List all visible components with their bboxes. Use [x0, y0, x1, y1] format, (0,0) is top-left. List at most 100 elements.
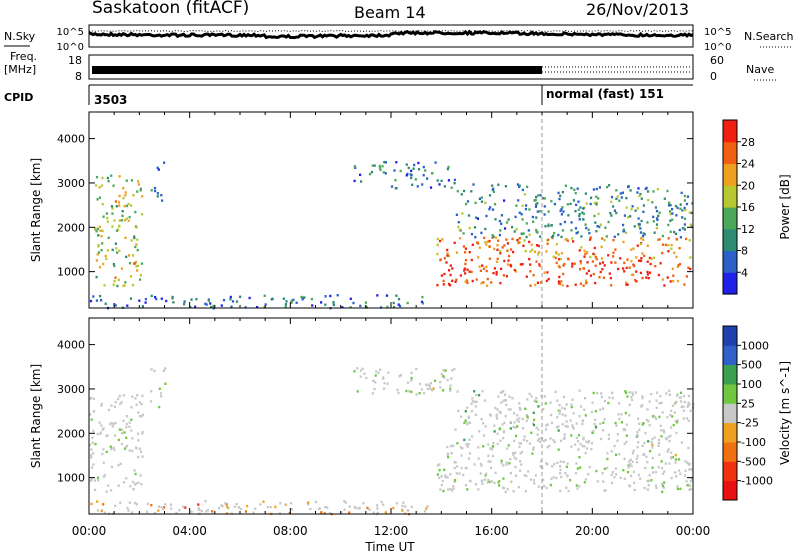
scatter-cell — [284, 303, 287, 306]
scatter-cell — [584, 223, 587, 226]
scatter-cell — [592, 429, 595, 433]
scatter-cell — [520, 213, 523, 216]
scatter-cell — [421, 302, 425, 305]
scatter-cell — [493, 424, 496, 427]
nsky-tick-bottom-right: 10^0 — [704, 42, 731, 53]
scatter-cell — [92, 410, 95, 413]
scatter-cell — [683, 206, 686, 210]
scatter-cell — [182, 505, 185, 508]
scatter-cell — [473, 463, 476, 466]
scatter-cell — [666, 416, 669, 419]
scatter-cell — [668, 439, 671, 443]
scatter-cell — [499, 281, 502, 285]
scatter-cell — [156, 192, 159, 195]
scatter-cell — [665, 438, 668, 441]
scatter-cell — [540, 281, 543, 284]
scatter-cell — [197, 503, 200, 506]
scatter-cell — [667, 244, 670, 247]
scatter-cell — [583, 445, 586, 448]
scatter-cell — [685, 417, 689, 420]
scatter-cell — [643, 441, 646, 445]
scatter-cell — [560, 235, 563, 239]
scatter-cell — [381, 165, 384, 168]
scatter-cell — [642, 238, 645, 241]
scatter-cell — [372, 511, 375, 514]
scatter-cell — [639, 271, 642, 275]
scatter-cell — [549, 401, 552, 404]
scatter-cell — [601, 237, 604, 240]
scatter-cell — [623, 261, 626, 265]
scatter-cell — [368, 172, 372, 176]
scatter-cell — [676, 393, 679, 396]
scatter-cell — [647, 276, 650, 280]
scatter-cell — [440, 483, 443, 487]
scatter-cell — [111, 207, 114, 210]
scatter-cell — [482, 267, 485, 270]
scatter-cell — [688, 239, 691, 242]
scatter-cell — [402, 501, 405, 504]
scatter-cell — [449, 444, 453, 448]
scatter-cell — [137, 183, 140, 186]
scatter-cell — [645, 276, 648, 279]
scatter-cell — [555, 426, 558, 429]
scatter-cell — [427, 383, 430, 386]
scatter-cell — [200, 509, 203, 513]
scatter-cell — [458, 228, 461, 231]
scatter-cell — [121, 428, 124, 431]
scatter-cell — [131, 437, 134, 440]
scatter-cell — [484, 241, 487, 244]
scatter-cell — [480, 282, 483, 285]
scatter-cell — [429, 186, 433, 189]
scatter-cell — [353, 370, 356, 373]
scatter-cell — [655, 417, 658, 420]
scatter-cell — [371, 392, 374, 395]
scatter-cell — [528, 233, 531, 236]
scatter-cell — [459, 237, 462, 240]
scatter-cell — [659, 394, 662, 398]
scatter-cell — [95, 184, 98, 187]
scatter-cell — [113, 303, 116, 306]
scatter-cell — [647, 484, 650, 487]
scatter-cell — [531, 215, 534, 219]
scatter-cell — [563, 407, 567, 410]
scatter-cell — [519, 408, 522, 411]
scatter-cell — [326, 506, 329, 509]
scatter-cell — [642, 204, 645, 207]
scatter-cell — [683, 223, 686, 226]
scatter-cell — [374, 374, 377, 377]
scatter-cell — [382, 171, 385, 174]
scatter-cell — [578, 415, 581, 418]
scatter-cell — [509, 265, 513, 268]
scatter-cell — [474, 201, 477, 205]
scatter-cell — [538, 264, 541, 268]
scatter-cell — [615, 197, 618, 200]
scatter-cell — [454, 428, 457, 431]
scatter-cell — [559, 257, 562, 261]
scatter-cell — [686, 461, 689, 464]
power-panel-frame — [88, 111, 694, 309]
scatter-cell — [690, 211, 693, 215]
scatter-cell — [506, 242, 509, 245]
scatter-cell — [105, 490, 108, 493]
scatter-cell — [348, 505, 351, 508]
scatter-cell — [478, 393, 481, 397]
scatter-cell — [627, 185, 630, 189]
scatter-cell — [582, 267, 585, 270]
scatter-cell — [575, 232, 578, 235]
scatter-cell — [532, 411, 535, 414]
scatter-cell — [615, 211, 618, 215]
scatter-cell — [410, 371, 413, 375]
scatter-cell — [601, 268, 604, 271]
scatter-cell — [515, 434, 518, 438]
scatter-cell — [484, 425, 487, 428]
scatter-cell — [92, 463, 95, 466]
scatter-cell — [98, 225, 101, 228]
scatter-cell — [183, 302, 186, 306]
scatter-cell — [522, 438, 526, 441]
scatter-cell — [517, 241, 520, 245]
scatter-cell — [418, 392, 421, 395]
scatter-cell — [365, 376, 368, 380]
scatter-cell — [239, 507, 242, 511]
scatter-cell — [410, 505, 413, 509]
scatter-cell — [456, 390, 459, 393]
